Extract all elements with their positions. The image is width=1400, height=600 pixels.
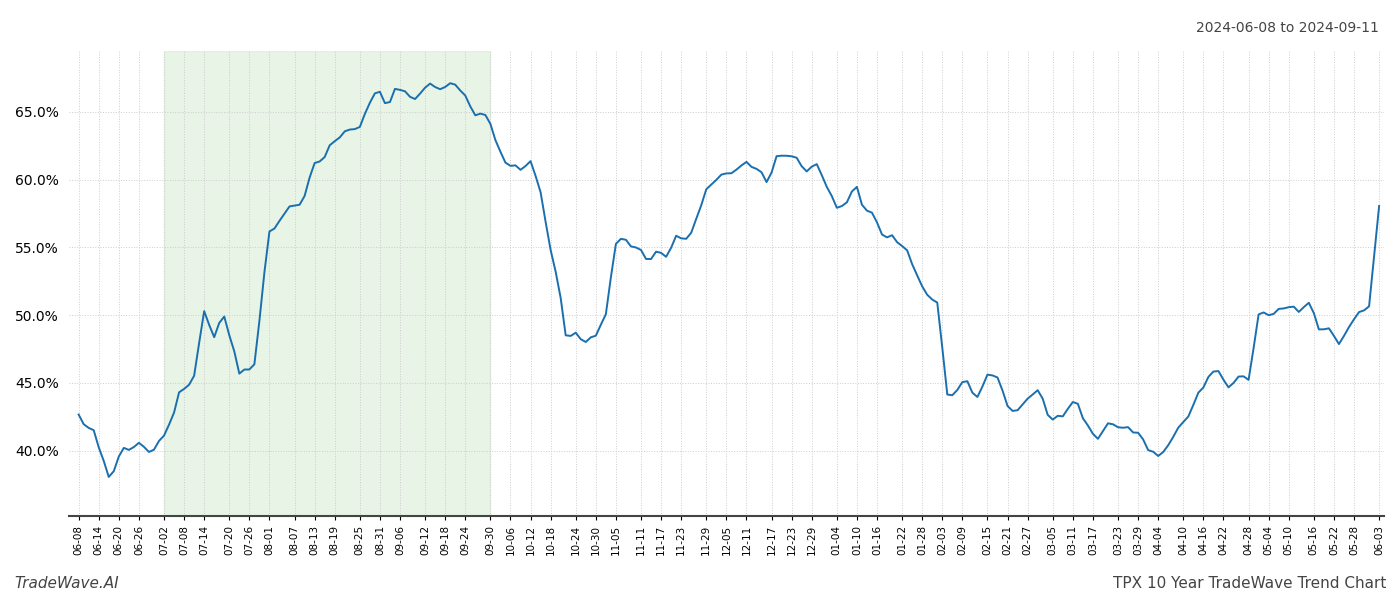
Text: TPX 10 Year TradeWave Trend Chart: TPX 10 Year TradeWave Trend Chart [1113,576,1386,591]
Text: 2024-06-08 to 2024-09-11: 2024-06-08 to 2024-09-11 [1196,21,1379,35]
Bar [164,51,490,516]
Text: TradeWave.AI: TradeWave.AI [14,576,119,591]
